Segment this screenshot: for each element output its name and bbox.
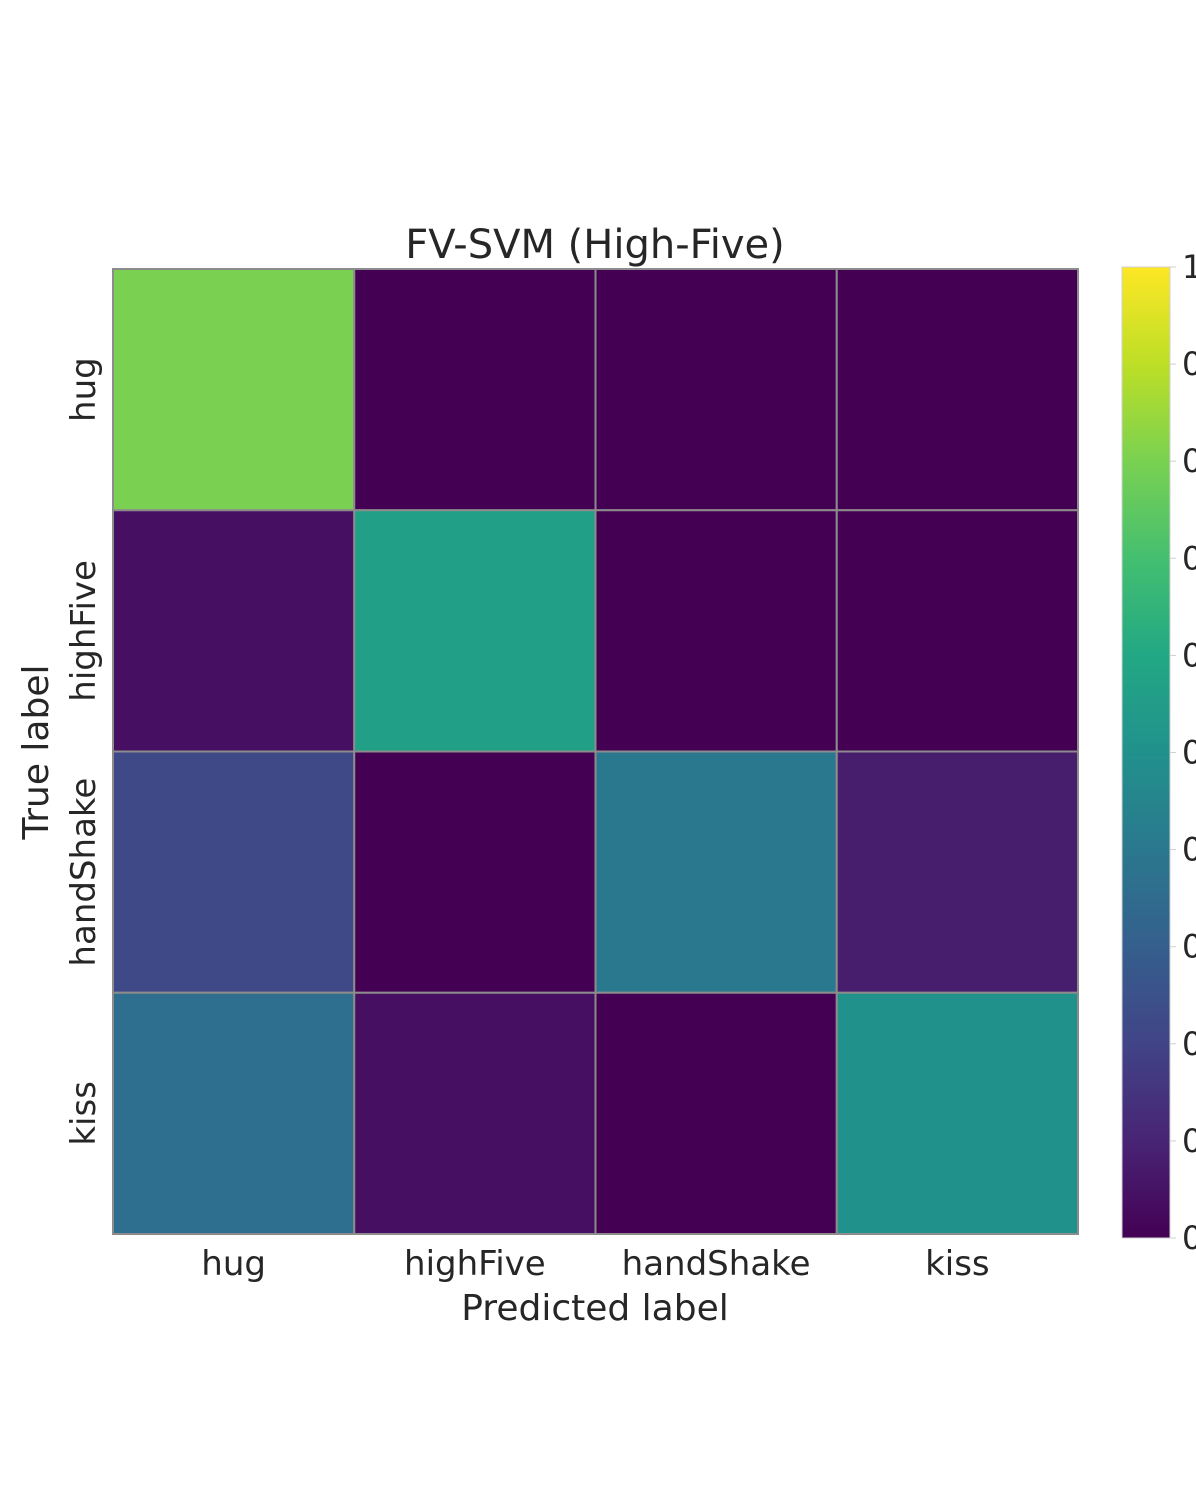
y-axis-label: True label <box>16 665 57 841</box>
heatmap-cell-handShake-hug <box>112 750 356 994</box>
heatmap-cell-handShake-highFive <box>353 750 597 994</box>
colorbar-tick-label: 0 <box>1182 539 1196 577</box>
heatmap-cell-highFive-kiss <box>835 509 1079 753</box>
x-axis-label: Predicted label <box>461 1288 729 1329</box>
x-tick-labels: hug highFive handShake kiss <box>201 1244 989 1284</box>
heatmap-cell-highFive-handShake <box>594 509 838 753</box>
heatmap-cell-kiss-kiss <box>835 991 1079 1235</box>
heatmap-cell-hug-highFive <box>353 268 597 512</box>
colorbar-tick-labels: 1 0 0 0 0 0 0 0 0 0 0 <box>1170 248 1196 1257</box>
heatmap-cell-hug-hug <box>112 268 356 512</box>
y-tick-label-highFive: highFive <box>64 560 104 702</box>
colorbar-tick-label: 0 <box>1182 1219 1196 1257</box>
x-tick-label-kiss: kiss <box>925 1244 990 1284</box>
x-tick-label-highFive: highFive <box>404 1244 546 1284</box>
heatmap-cell-hug-kiss <box>835 268 1079 512</box>
colorbar: 1 0 0 0 0 0 0 0 0 0 0 <box>1121 248 1196 1257</box>
colorbar-tick-label: 0 <box>1182 831 1196 869</box>
heatmap-cell-hug-handShake <box>594 268 838 512</box>
heatmap-cells <box>112 268 1079 1235</box>
colorbar-tick-label: 0 <box>1182 345 1196 383</box>
heatmap-cell-highFive-hug <box>112 509 356 753</box>
heatmap-cell-kiss-handShake <box>594 991 838 1235</box>
colorbar-tick-label: 0 <box>1182 1122 1196 1160</box>
colorbar-tick-label: 0 <box>1182 1025 1196 1063</box>
colorbar-tick-label: 1 <box>1182 248 1196 286</box>
x-tick-label-hug: hug <box>201 1244 266 1284</box>
y-tick-labels: hug highFive handShake kiss <box>64 357 104 1145</box>
chart-title: FV-SVM (High-Five) <box>405 222 785 268</box>
y-tick-label-kiss: kiss <box>64 1081 104 1146</box>
colorbar-gradient <box>1121 266 1171 1239</box>
heatmap-cell-handShake-handShake <box>594 750 838 994</box>
colorbar-tick-label: 0 <box>1182 636 1196 674</box>
heatmap-cell-kiss-highFive <box>353 991 597 1235</box>
heatmap-cell-handShake-kiss <box>835 750 1079 994</box>
colorbar-tick-label: 0 <box>1182 442 1196 480</box>
colorbar-tick-label: 0 <box>1182 928 1196 966</box>
y-tick-label-handShake: handShake <box>64 778 104 967</box>
heatmap-cell-kiss-hug <box>112 991 356 1235</box>
colorbar-tick-label: 0 <box>1182 734 1196 772</box>
heatmap-cell-highFive-highFive <box>353 509 597 753</box>
x-tick-label-handShake: handShake <box>622 1244 811 1284</box>
y-tick-label-hug: hug <box>64 357 104 422</box>
